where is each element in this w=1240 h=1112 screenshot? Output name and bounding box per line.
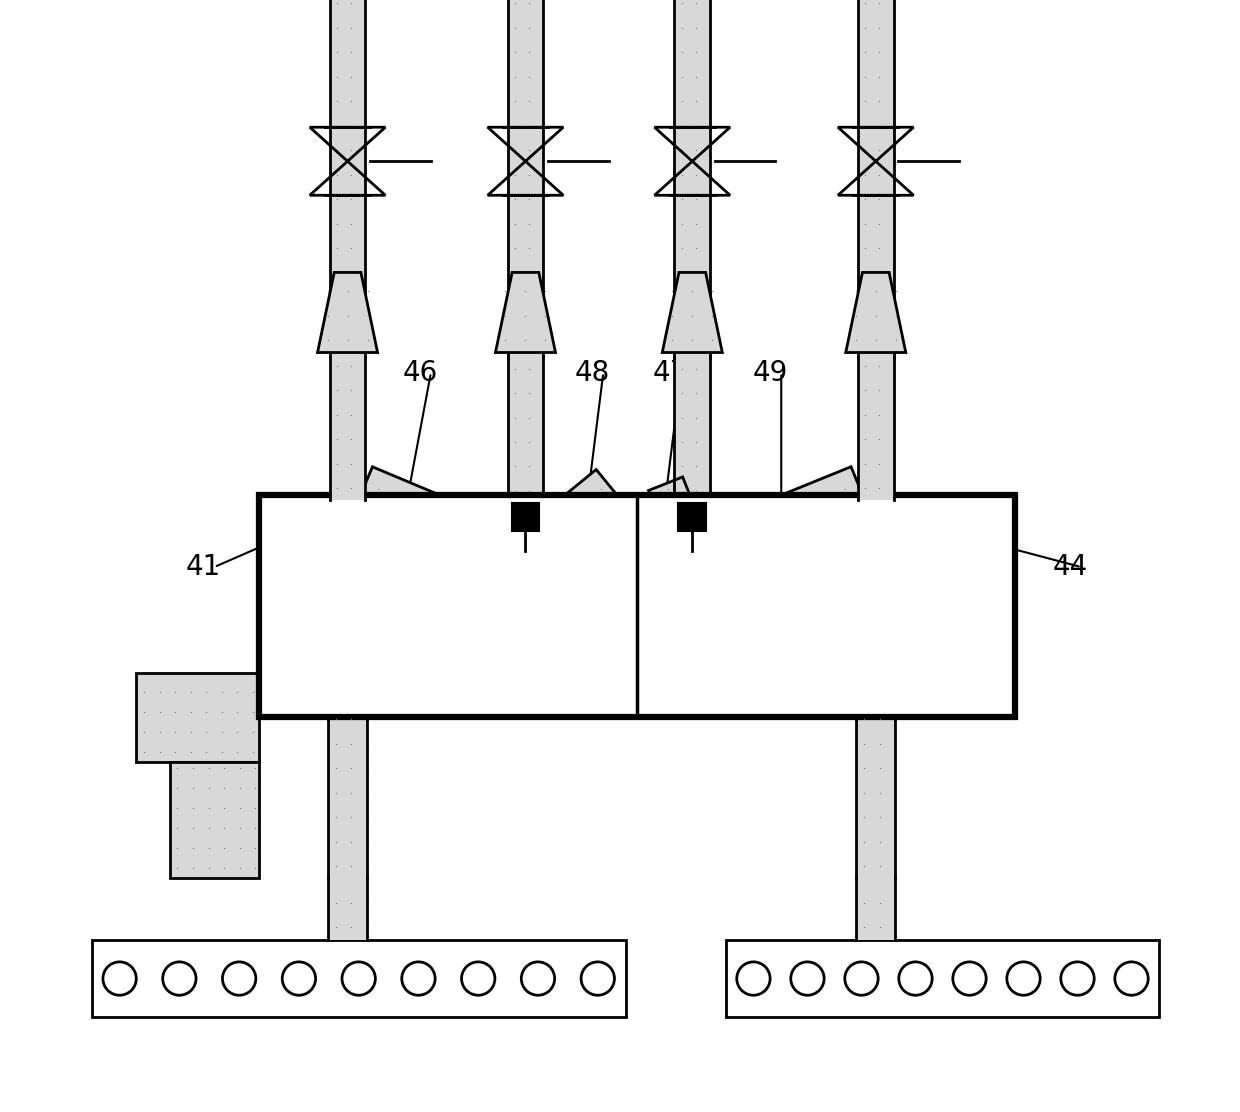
Bar	[507, 353, 543, 504]
Bar	[675, 353, 711, 504]
Bar	[330, 0, 366, 358]
Polygon shape	[496, 272, 556, 353]
Text: 48: 48	[574, 358, 610, 387]
Bar	[512, 503, 539, 532]
Polygon shape	[662, 272, 723, 353]
Text: 45: 45	[552, 592, 588, 620]
Bar	[329, 717, 367, 878]
Bar	[170, 762, 259, 878]
Text: 47: 47	[652, 358, 688, 387]
Polygon shape	[649, 477, 709, 558]
Bar	[858, 0, 894, 358]
Bar	[856, 717, 895, 878]
Bar	[136, 673, 259, 762]
Text: 49: 49	[753, 358, 787, 387]
Text: 44: 44	[1053, 553, 1087, 582]
Text: 42: 42	[552, 619, 588, 648]
Polygon shape	[513, 469, 620, 565]
Polygon shape	[358, 467, 533, 568]
Text: 43: 43	[758, 619, 794, 648]
Bar	[259, 495, 1014, 717]
Text: 41: 41	[185, 553, 221, 582]
Bar	[507, 0, 543, 358]
Bar	[675, 0, 711, 358]
Polygon shape	[317, 272, 378, 353]
Bar	[678, 503, 707, 532]
Bar	[92, 940, 625, 1017]
Bar	[725, 940, 1159, 1017]
Polygon shape	[686, 467, 864, 568]
Bar	[330, 358, 366, 500]
Polygon shape	[846, 272, 905, 353]
Text: 46: 46	[402, 358, 438, 387]
Bar	[858, 358, 894, 500]
Bar	[856, 878, 895, 940]
Bar	[329, 878, 367, 940]
